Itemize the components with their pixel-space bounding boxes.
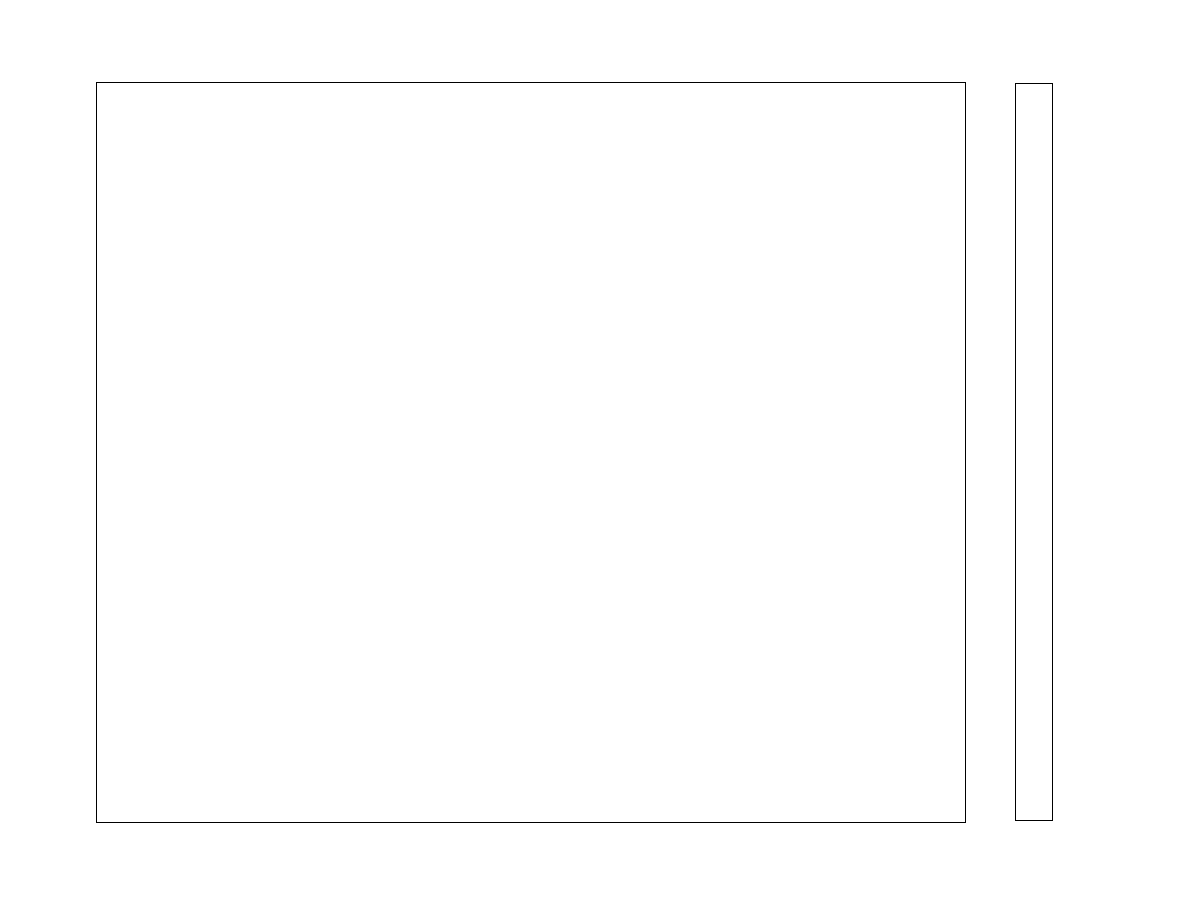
colorbar-gradient xyxy=(1015,83,1053,821)
ionogram-heatmap xyxy=(97,83,965,822)
plot-axes-frame xyxy=(96,82,966,823)
